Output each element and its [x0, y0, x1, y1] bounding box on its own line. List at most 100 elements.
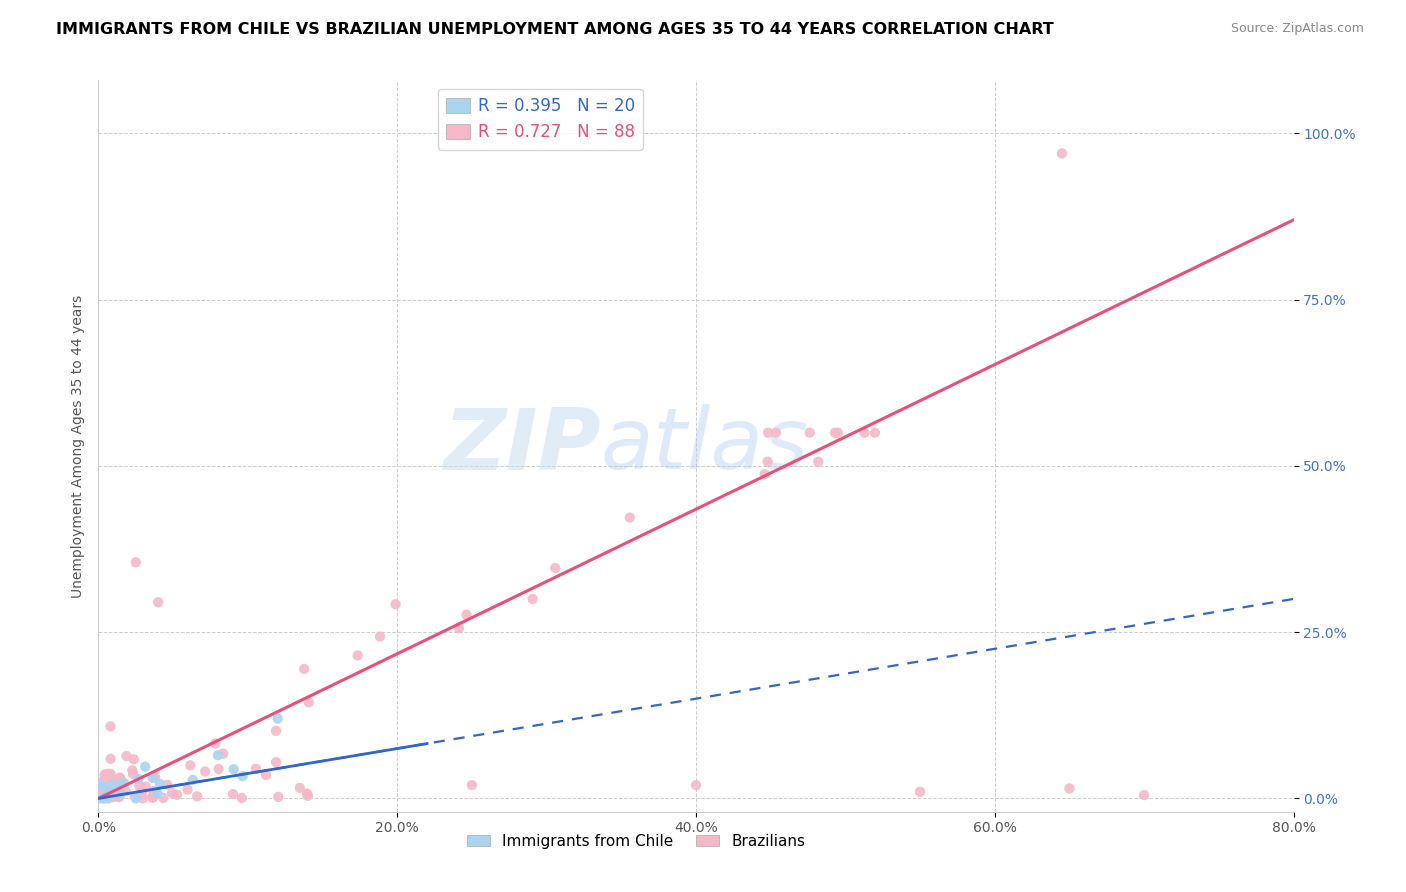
Point: [100, 752, 122, 766]
Legend: Immigrants from Chile, Brazilians: Immigrants from Chile, Brazilians: [461, 828, 811, 855]
Point: [254, 768, 277, 782]
Text: ZIP: ZIP: [443, 404, 600, 488]
Text: Source: ZipAtlas.com: Source: ZipAtlas.com: [1230, 22, 1364, 36]
Point: [756, 425, 779, 440]
Point: [131, 785, 153, 799]
Point: [245, 762, 267, 776]
Point: [142, 790, 165, 805]
Point: [160, 786, 183, 800]
Point: [204, 736, 226, 750]
Point: [132, 791, 155, 805]
Point: [135, 780, 157, 794]
Point: [100, 719, 122, 733]
Point: [90, 785, 112, 799]
Point: [96, 767, 118, 781]
Text: IMMIGRANTS FROM CHILE VS BRAZILIAN UNEMPLOYMENT AMONG AGES 35 TO 44 YEARS CORREL: IMMIGRANTS FROM CHILE VS BRAZILIAN UNEMP…: [56, 22, 1054, 37]
Point: [264, 755, 287, 769]
Point: [107, 778, 129, 792]
Point: [222, 787, 245, 801]
Point: [179, 758, 201, 772]
Point: [96, 781, 118, 796]
Point: [1133, 788, 1156, 802]
Point: [754, 467, 776, 482]
Point: [97, 785, 120, 799]
Point: [108, 771, 131, 785]
Point: [146, 787, 169, 801]
Point: [115, 749, 138, 764]
Point: [181, 772, 204, 787]
Point: [461, 778, 484, 792]
Point: [149, 777, 172, 791]
Y-axis label: Unemployment Among Ages 35 to 44 years: Unemployment Among Ages 35 to 44 years: [70, 294, 84, 598]
Point: [101, 790, 124, 805]
Point: [122, 767, 145, 781]
Point: [522, 592, 544, 607]
Point: [685, 778, 707, 792]
Point: [765, 425, 787, 440]
Point: [141, 790, 163, 805]
Point: [142, 784, 165, 798]
Point: [194, 764, 217, 779]
Point: [827, 425, 849, 440]
Point: [384, 597, 406, 611]
Point: [98, 770, 121, 784]
Point: [292, 662, 315, 676]
Point: [267, 789, 290, 804]
Point: [93, 791, 115, 805]
Point: [346, 648, 368, 663]
Point: [207, 748, 229, 763]
Point: [124, 789, 146, 804]
Point: [152, 790, 174, 805]
Point: [128, 772, 150, 786]
Text: atlas: atlas: [600, 404, 808, 488]
Point: [232, 769, 254, 783]
Point: [853, 425, 876, 440]
Point: [368, 630, 391, 644]
Point: [176, 782, 198, 797]
Point: [207, 762, 229, 776]
Point: [456, 607, 478, 622]
Point: [105, 789, 128, 804]
Point: [101, 778, 124, 792]
Point: [264, 723, 287, 738]
Point: [131, 785, 153, 799]
Point: [824, 425, 846, 440]
Point: [863, 425, 886, 440]
Point: [908, 785, 931, 799]
Point: [100, 775, 122, 789]
Point: [98, 785, 121, 799]
Point: [108, 771, 131, 785]
Point: [166, 788, 188, 802]
Point: [297, 789, 319, 803]
Point: [89, 779, 111, 793]
Point: [156, 778, 179, 792]
Point: [122, 752, 145, 766]
Point: [121, 764, 143, 778]
Point: [108, 788, 131, 802]
Point: [97, 791, 120, 805]
Point: [1059, 781, 1081, 796]
Point: [267, 712, 290, 726]
Point: [799, 425, 821, 440]
Point: [91, 786, 114, 800]
Point: [756, 455, 779, 469]
Point: [93, 767, 115, 781]
Point: [93, 791, 115, 805]
Point: [212, 747, 235, 761]
Point: [112, 776, 135, 790]
Point: [108, 790, 131, 805]
Point: [134, 759, 156, 773]
Point: [142, 790, 165, 805]
Point: [125, 555, 148, 569]
Point: [89, 782, 111, 797]
Point: [288, 780, 311, 795]
Point: [447, 621, 470, 635]
Point: [114, 784, 136, 798]
Point: [186, 789, 208, 804]
Point: [96, 780, 118, 794]
Point: [90, 778, 112, 792]
Point: [97, 783, 120, 797]
Point: [89, 791, 111, 805]
Point: [295, 787, 318, 801]
Point: [100, 767, 122, 781]
